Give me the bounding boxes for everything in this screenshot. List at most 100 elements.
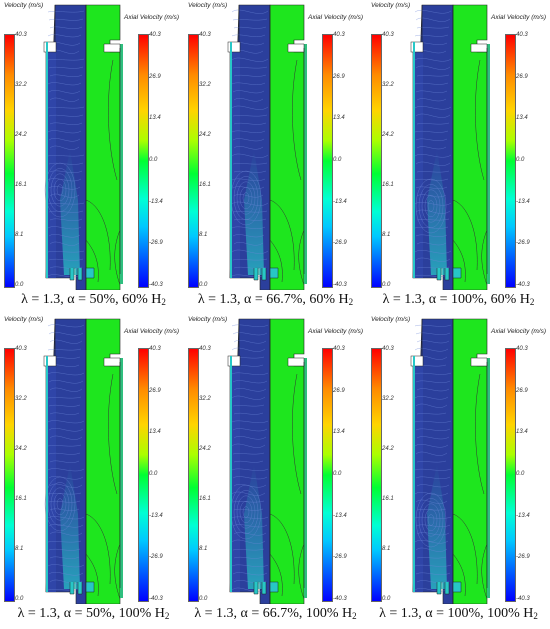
velocity-tick-label: 0.0 [382, 282, 391, 288]
axial-velocity-tick-label: 26.9 [333, 387, 345, 394]
axial-velocity-tick-label: 0.0 [333, 157, 342, 163]
velocity-tick-label: 24.2 [382, 132, 394, 138]
axial-velocity-field [269, 318, 307, 604]
velocity-tick-label: 40.3 [199, 346, 211, 352]
axial-velocity-tick-label: -26.9 [149, 240, 163, 247]
velocity-tick-label: 40.3 [382, 346, 394, 352]
velocity-tick-label: 0.0 [15, 282, 24, 288]
velocity-colorbar-title: Velocity (m/s) [4, 2, 44, 9]
axial-velocity-tick-label: 40.3 [516, 346, 528, 352]
axial-velocity-tick-label: 40.3 [333, 32, 345, 38]
velocity-tick-label: 40.3 [15, 32, 27, 38]
velocity-colorbar-title: Velocity (m/s) [371, 316, 411, 323]
axial-velocity-tick-label: 40.3 [149, 32, 161, 38]
panel-4: Velocity (m/s) Axial Velocity (m/s) 40.3… [184, 314, 367, 628]
axial-velocity-colorbar [138, 348, 149, 602]
axial-velocity-colorbar-title: Axial Velocity (m/s) [124, 14, 180, 21]
panel-caption: λ = 1.3, α = 50%, 100% H2 [2, 604, 185, 626]
velocity-tick-label: 8.1 [15, 546, 24, 552]
cfd-contour-plot [410, 318, 490, 604]
velocity-tick-label: 8.1 [382, 232, 391, 238]
axial-velocity-colorbar [322, 34, 333, 288]
axial-velocity-tick-label: 0.0 [149, 471, 158, 477]
caption-subscript: 2 [529, 297, 535, 307]
velocity-tick-label: 0.0 [382, 596, 391, 602]
velocity-tick-label: 32.2 [15, 82, 27, 88]
velocity-tick-label: 0.0 [199, 282, 208, 288]
axial-velocity-tick-label: -13.4 [149, 512, 163, 519]
velocity-tick-label: 8.1 [199, 232, 208, 238]
velocity-tick-label: 16.1 [199, 496, 211, 502]
axial-velocity-tick-label: 26.9 [149, 73, 161, 80]
panel-5: Velocity (m/s) Axial Velocity (m/s) 40.3… [367, 314, 550, 628]
velocity-field [43, 318, 87, 604]
axial-velocity-tick-label: -26.9 [149, 554, 163, 561]
caption-subscript: 2 [533, 611, 538, 621]
caption-main: λ = 1.3, α = 50%, 100% H [17, 606, 165, 621]
axial-velocity-tick-label: -40.3 [149, 282, 163, 288]
velocity-field [227, 318, 271, 604]
velocity-colorbar [4, 34, 15, 288]
velocity-colorbar-title: Velocity (m/s) [371, 2, 411, 9]
velocity-colorbar-title: Velocity (m/s) [188, 2, 228, 9]
velocity-tick-label: 16.1 [382, 182, 394, 188]
velocity-tick-label: 0.0 [15, 596, 24, 602]
axial-velocity-tick-label: -26.9 [333, 240, 347, 247]
caption-subscript: 2 [352, 611, 357, 621]
velocity-tick-label: 40.3 [382, 32, 394, 38]
axial-velocity-tick-label: -40.3 [516, 282, 530, 288]
velocity-field [410, 4, 454, 290]
panel-caption: λ = 1.3, α = 66.7%, 100% H2 [184, 604, 367, 626]
caption-main: λ = 1.3, α = 50%, 60% H [21, 292, 162, 307]
axial-velocity-tick-label: -13.4 [516, 198, 530, 205]
axial-velocity-tick-label: -40.3 [333, 282, 347, 288]
axial-velocity-tick-label: 0.0 [149, 157, 158, 163]
axial-velocity-colorbar [322, 348, 333, 602]
panel-caption: λ = 1.3, α = 100%, 60% H2 [367, 290, 550, 312]
velocity-tick-label: 24.2 [199, 446, 211, 452]
velocity-tick-label: 16.1 [15, 182, 27, 188]
velocity-colorbar-title: Velocity (m/s) [188, 316, 228, 323]
velocity-tick-label: 40.3 [199, 32, 211, 38]
axial-velocity-colorbar [505, 34, 516, 288]
cfd-contour-plot [43, 318, 123, 604]
panel-2: Velocity (m/s) Axial Velocity (m/s) 40.3… [367, 0, 550, 314]
axial-velocity-colorbar-title: Axial Velocity (m/s) [491, 328, 547, 335]
panel-caption: λ = 1.3, α = 66.7%, 60% H2 [184, 290, 367, 312]
axial-velocity-tick-label: -13.4 [516, 512, 530, 519]
velocity-tick-label: 8.1 [199, 546, 208, 552]
axial-velocity-colorbar [138, 34, 149, 288]
cfd-contour-plot [227, 318, 307, 604]
cfd-contour-plot [410, 4, 490, 290]
velocity-tick-label: 8.1 [15, 232, 24, 238]
axial-velocity-tick-label: 40.3 [516, 32, 528, 38]
axial-velocity-tick-label: -40.3 [516, 596, 530, 602]
panel-0: Velocity (m/s) Axial Velocity (m/s) 40.3… [0, 0, 183, 314]
axial-velocity-tick-label: -26.9 [516, 240, 530, 247]
velocity-tick-label: 16.1 [15, 496, 27, 502]
velocity-colorbar [4, 348, 15, 602]
axial-velocity-field [85, 4, 123, 290]
axial-velocity-tick-label: 13.4 [149, 429, 161, 436]
panel-3: Velocity (m/s) Axial Velocity (m/s) 40.3… [0, 314, 183, 628]
velocity-tick-label: 24.2 [382, 446, 394, 452]
caption-subscript: 2 [164, 611, 170, 621]
velocity-tick-label: 16.1 [199, 182, 211, 188]
velocity-tick-label: 24.2 [15, 446, 27, 452]
axial-velocity-tick-label: 0.0 [516, 157, 525, 163]
caption-main: λ = 1.3, α = 66.7%, 60% H [197, 292, 349, 307]
panel-1: Velocity (m/s) Axial Velocity (m/s) 40.3… [184, 0, 367, 314]
panel-caption: λ = 1.3, α = 100%, 100% H2 [367, 604, 550, 626]
axial-velocity-tick-label: 13.4 [516, 115, 528, 122]
velocity-tick-label: 32.2 [382, 396, 394, 402]
axial-velocity-field [452, 4, 490, 290]
axial-velocity-colorbar-title: Axial Velocity (m/s) [308, 328, 364, 335]
axial-velocity-field [269, 4, 307, 290]
cfd-contour-plot [227, 4, 307, 290]
axial-velocity-colorbar [505, 348, 516, 602]
velocity-colorbar [188, 34, 199, 288]
velocity-tick-label: 16.1 [382, 496, 394, 502]
axial-velocity-field [85, 318, 123, 604]
axial-velocity-field [452, 318, 490, 604]
caption-main: λ = 1.3, α = 100%, 100% H [379, 606, 534, 621]
